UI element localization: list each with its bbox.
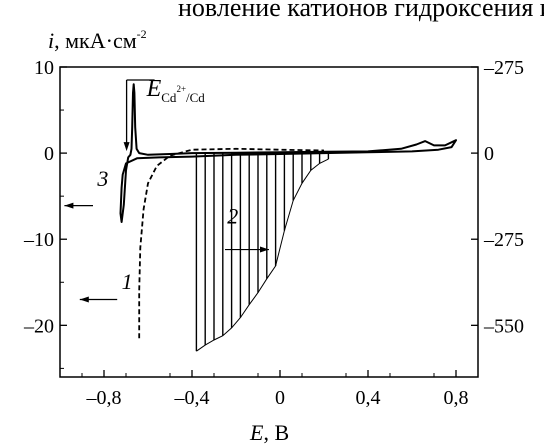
y2-tick-label: –550 (483, 315, 524, 337)
x-tick-label: –0,8 (86, 387, 122, 409)
y-tick-label: –10 (23, 229, 54, 251)
x-tick-label: 0 (275, 387, 285, 409)
y-axis-symbol: i (48, 28, 54, 53)
bar-envelope (196, 158, 329, 352)
curves (119, 83, 457, 339)
plot-frame (59, 66, 479, 378)
series-3-line (119, 83, 457, 223)
annotation-sub: Cd (161, 90, 177, 105)
series-label-1: 1 (122, 269, 133, 294)
series-labels: 1 2 3 (64, 166, 269, 303)
header-fragment: новление катионов гидроксения и (178, 0, 544, 22)
svg-text:i, мкА·см-2: i, мкА·см-2 (48, 27, 147, 53)
annotation-label: ECd2+/Cd (146, 76, 206, 105)
annotation-base: E (146, 76, 162, 102)
y-tick-label: 10 (34, 57, 54, 79)
svg-text:E, В: E, В (249, 420, 289, 445)
y2-tick-label: –275 (483, 229, 524, 251)
series-arrow-2-head (260, 246, 269, 253)
series-arrow-1-head (79, 296, 89, 303)
series-label-2: 2 (227, 204, 238, 229)
y2-tick-label: –275 (483, 57, 524, 79)
y-tick-label: 0 (44, 143, 54, 165)
x-tick-label: 0,8 (444, 387, 469, 409)
x-axis-label: E, В (249, 420, 289, 445)
series-arrow-3-head (64, 202, 74, 209)
series-2-bars (195, 153, 330, 352)
y-tick-label: –20 (23, 315, 54, 337)
e-cd-annotation: ECd2+/Cd (123, 76, 206, 152)
y-axis-exponent: -2 (137, 27, 147, 41)
annotation-sub-tail: /Cd (186, 90, 205, 105)
x-axis-symbol: E (249, 420, 264, 445)
x-tick-label: 0,4 (356, 387, 381, 409)
y-axis-unit: , мкА·см (54, 28, 137, 53)
ticks: –0,8 –0,4 0 0,4 0,8 10 0 –10 –20 –275 0 –275 –550 (23, 57, 524, 409)
y2-tick-label: 0 (484, 143, 494, 165)
x-axis-unit: , В (263, 420, 289, 445)
annotation-sup: 2+ (176, 84, 186, 94)
series-label-3: 3 (96, 166, 108, 191)
series-1-line (138, 147, 325, 339)
y-axis-label: i, мкА·см-2 (48, 27, 147, 53)
x-tick-label: –0,4 (174, 387, 210, 409)
annotation-arrowhead (123, 142, 130, 152)
